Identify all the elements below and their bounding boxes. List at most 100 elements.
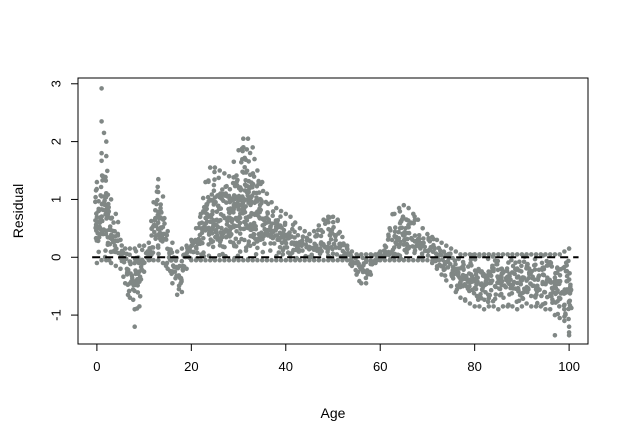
data-point	[470, 278, 476, 283]
data-point	[234, 179, 239, 185]
data-point	[94, 211, 99, 216]
data-point	[475, 275, 481, 281]
data-point	[135, 277, 140, 282]
data-point	[453, 249, 459, 254]
data-point	[504, 266, 510, 271]
data-point	[499, 271, 505, 276]
data-point	[245, 188, 250, 194]
data-point	[536, 273, 542, 279]
data-point	[135, 271, 141, 277]
data-point	[158, 205, 163, 211]
data-point	[368, 252, 374, 257]
data-point	[132, 246, 137, 251]
data-point	[509, 257, 514, 263]
data-point	[377, 249, 383, 254]
data-point	[411, 257, 416, 263]
data-point	[93, 194, 98, 200]
data-point	[212, 165, 218, 170]
data-point	[130, 287, 136, 292]
data-point	[556, 295, 562, 301]
data-point	[270, 209, 276, 214]
data-point	[248, 201, 254, 206]
data-point	[468, 260, 473, 266]
data-point	[210, 239, 216, 244]
data-point	[334, 252, 340, 257]
data-point	[542, 289, 547, 295]
data-point	[509, 282, 515, 288]
data-point	[246, 159, 251, 164]
data-point	[300, 234, 306, 239]
data-point	[193, 244, 199, 250]
data-point	[524, 252, 529, 257]
data-point	[532, 267, 538, 272]
data-point	[133, 268, 138, 273]
data-point	[239, 236, 244, 242]
data-point	[94, 260, 100, 266]
data-point	[564, 263, 569, 268]
data-point	[108, 232, 114, 238]
data-point	[116, 250, 121, 256]
data-point	[253, 226, 259, 232]
data-point	[227, 228, 233, 233]
data-point	[203, 228, 208, 233]
data-point	[189, 257, 194, 263]
data-point	[284, 245, 290, 250]
data-point	[472, 252, 478, 257]
data-point	[150, 245, 155, 250]
data-point	[260, 223, 266, 228]
data-point	[215, 203, 221, 209]
data-point	[292, 229, 297, 235]
data-point	[240, 148, 245, 154]
data-point	[555, 311, 561, 317]
data-point	[393, 225, 398, 230]
data-point	[283, 211, 289, 217]
data-point	[368, 261, 374, 267]
data-point	[479, 281, 484, 286]
data-point	[564, 273, 570, 279]
data-point	[278, 214, 283, 219]
data-point	[178, 280, 183, 286]
data-point	[244, 218, 250, 223]
data-point	[115, 219, 121, 225]
data-point	[497, 286, 503, 292]
data-point	[199, 220, 205, 225]
data-point	[273, 233, 278, 238]
data-point	[98, 184, 104, 190]
data-point	[122, 246, 128, 251]
data-point	[297, 257, 303, 263]
data-point	[112, 229, 117, 234]
data-point	[488, 273, 494, 279]
data-point	[404, 241, 410, 247]
data-point	[519, 263, 524, 269]
data-point	[536, 267, 542, 273]
data-point	[268, 241, 273, 246]
data-point	[538, 252, 544, 257]
data-point	[268, 224, 273, 230]
data-point	[496, 307, 501, 312]
data-point	[103, 191, 109, 196]
data-point	[210, 244, 216, 250]
data-point	[328, 237, 334, 242]
data-point	[461, 267, 466, 273]
outlier-point	[99, 86, 104, 91]
data-point	[491, 304, 496, 309]
data-point	[360, 255, 366, 261]
data-point	[396, 205, 402, 211]
data-point	[94, 179, 100, 185]
data-point	[448, 246, 454, 251]
data-point	[259, 257, 265, 263]
data-point	[300, 241, 305, 246]
data-point	[229, 207, 235, 212]
data-point	[178, 275, 184, 281]
data-point	[243, 204, 248, 209]
data-point	[269, 257, 274, 263]
data-point	[363, 281, 369, 286]
data-point	[541, 272, 547, 278]
data-point	[328, 245, 334, 250]
data-point	[108, 260, 114, 266]
data-point	[415, 257, 421, 263]
data-point	[498, 281, 504, 287]
data-point	[535, 283, 540, 289]
data-point	[368, 272, 374, 277]
data-point	[237, 231, 243, 236]
